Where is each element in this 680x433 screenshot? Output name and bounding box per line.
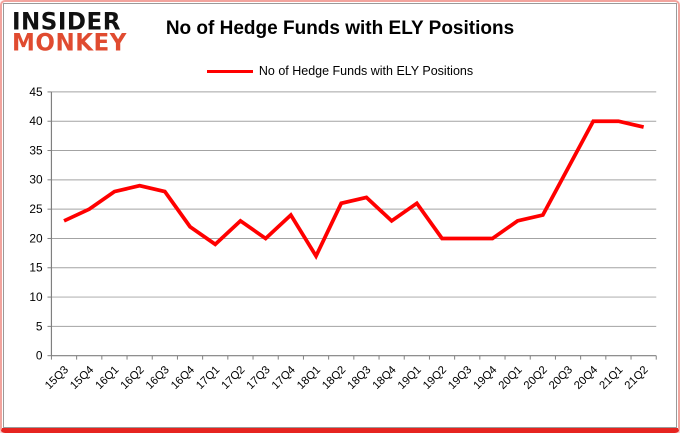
x-axis-label: 19Q3 <box>446 364 474 392</box>
y-axis-label: 10 <box>29 291 43 304</box>
x-axis-label: 19Q4 <box>471 364 499 392</box>
x-axis-label: 15Q4 <box>68 364 96 392</box>
x-axis-label: 16Q1 <box>93 364 121 392</box>
legend-label: No of Hedge Funds with ELY Positions <box>258 64 474 78</box>
x-axis-label: 21Q2 <box>623 364 651 392</box>
y-axis-label: 20 <box>29 232 43 245</box>
chart-legend: No of Hedge Funds with ELY Positions <box>4 64 676 78</box>
legend-line-icon <box>206 69 253 73</box>
x-axis-label: 15Q3 <box>43 364 71 392</box>
x-axis-label: 17Q4 <box>270 364 298 392</box>
x-axis-label: 17Q2 <box>219 364 247 392</box>
x-axis-label: 19Q1 <box>396 364 424 392</box>
x-axis-label: 16Q2 <box>119 364 147 392</box>
x-axis-label: 19Q2 <box>421 364 449 392</box>
insider-monkey-logo: INSIDER MONKEY <box>12 8 127 57</box>
y-axis-label: 45 <box>29 86 43 99</box>
y-axis-label: 25 <box>29 203 43 216</box>
x-axis-label: 20Q2 <box>522 364 550 392</box>
x-axis-label: 16Q4 <box>169 364 197 392</box>
x-axis-label: 20Q3 <box>547 364 575 392</box>
x-axis-label: 16Q3 <box>144 364 172 392</box>
y-axis-label: 15 <box>29 262 43 275</box>
y-axis-label: 30 <box>29 174 43 187</box>
logo-text-monkey: MONKEY <box>12 29 127 57</box>
chart-title: No of Hedge Funds with ELY Positions <box>165 18 515 39</box>
x-axis-label: 20Q1 <box>497 364 525 392</box>
y-axis-label: 35 <box>29 145 43 158</box>
logo-text-insider: INSIDER <box>12 8 121 36</box>
x-axis-label: 20Q4 <box>572 364 600 392</box>
x-axis-label: 21Q1 <box>597 364 625 392</box>
x-axis-label: 17Q3 <box>245 364 273 392</box>
chart-canvas: INSIDER MONKEY No of Hedge Funds with EL… <box>3 3 677 428</box>
x-axis-label: 18Q2 <box>320 364 348 392</box>
series-line <box>63 119 645 260</box>
x-axis-label: 17Q1 <box>194 364 222 392</box>
x-axis-label: 18Q1 <box>295 364 323 392</box>
x-axis-label: 18Q4 <box>371 364 399 392</box>
y-axis-label: 0 <box>36 350 43 363</box>
x-axis-label: 18Q3 <box>345 364 373 392</box>
y-axis-label: 5 <box>36 320 43 333</box>
line-chart: 0 5 10 15 20 25 30 35 40 45 15Q315Q416Q116Q216Q316… <box>29 86 657 392</box>
y-axis-label: 40 <box>29 115 43 128</box>
